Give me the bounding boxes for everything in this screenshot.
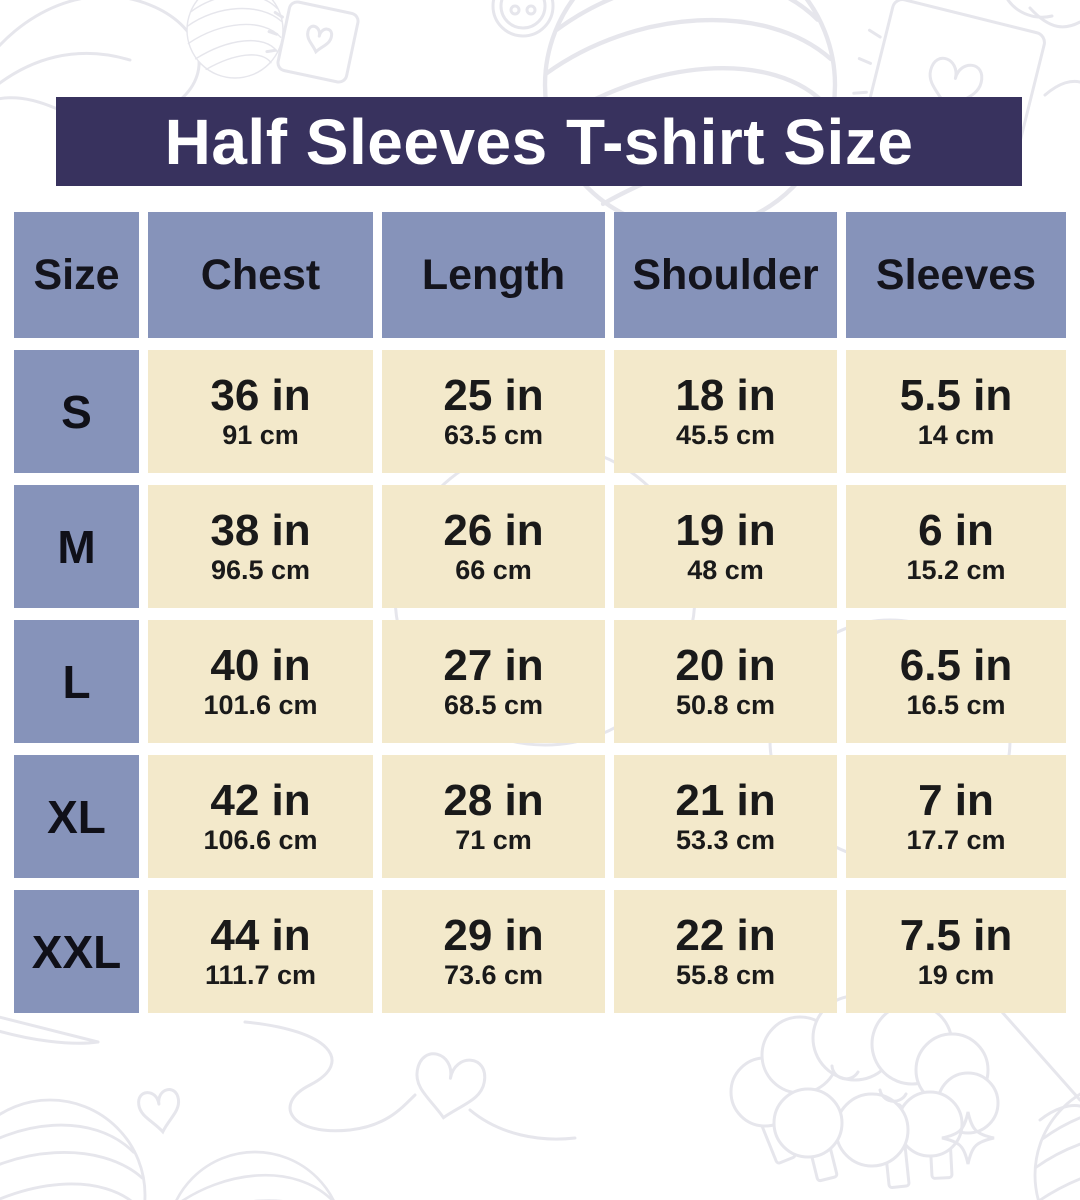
in-value: 6 in <box>918 505 994 555</box>
in-value: 44 in <box>210 910 311 960</box>
cm-value: 48 cm <box>687 555 764 586</box>
in-value: 42 in <box>210 775 311 825</box>
cell-s-shoulder: 18 in 45.5 cm <box>614 350 837 473</box>
corner-curves-doodle <box>1000 1010 1080 1122</box>
cm-value: 19 cm <box>917 960 995 991</box>
column-header-size: Size <box>14 212 139 338</box>
cell-xxl-shoulder: 22 in 55.8 cm <box>614 890 837 1013</box>
in-value: 7 in <box>918 775 994 825</box>
in-value: 27 in <box>443 640 544 690</box>
cm-value: 16.5 cm <box>906 690 1006 721</box>
cm-value: 73.6 cm <box>443 960 544 991</box>
row-label-xl: XL <box>14 755 139 878</box>
column-header-chest: Chest <box>148 212 373 338</box>
yarn-ball-doodle <box>165 1150 345 1200</box>
row-label-s: S <box>14 350 139 473</box>
cell-l-chest: 40 in 101.6 cm <box>148 620 373 743</box>
cm-value: 111.7 cm <box>204 960 317 991</box>
cm-value: 63.5 cm <box>443 420 544 451</box>
cell-m-sleeves: 6 in 15.2 cm <box>846 485 1066 608</box>
yarn-ball-doodle <box>1033 1078 1080 1200</box>
cell-l-length: 27 in 68.5 cm <box>382 620 605 743</box>
cell-xl-shoulder: 21 in 53.3 cm <box>614 755 837 878</box>
in-value: 22 in <box>675 910 776 960</box>
in-value: 29 in <box>443 910 544 960</box>
row-label-xxl: XXL <box>14 890 139 1013</box>
cm-value: 17.7 cm <box>906 825 1006 856</box>
size-table: Size Chest Length Shoulder Sleeves S 36 … <box>14 212 1066 1013</box>
cm-value: 91 cm <box>222 420 299 451</box>
title-banner: Half Sleeves T-shirt Size <box>56 97 1022 186</box>
cm-value: 14 cm <box>917 420 995 451</box>
in-value: 36 in <box>210 370 311 420</box>
cell-m-length: 26 in 66 cm <box>382 485 605 608</box>
cell-s-chest: 36 in 91 cm <box>148 350 373 473</box>
in-value: 25 in <box>443 370 544 420</box>
corner-curves-doodle <box>1006 0 1080 97</box>
cell-s-length: 25 in 63.5 cm <box>382 350 605 473</box>
heart-doodle <box>137 1088 180 1135</box>
cm-value: 66 cm <box>455 555 532 586</box>
cell-xxl-length: 29 in 73.6 cm <box>382 890 605 1013</box>
cell-l-sleeves: 6.5 in 16.5 cm <box>846 620 1066 743</box>
in-value: 21 in <box>675 775 776 825</box>
cm-value: 68.5 cm <box>443 690 544 721</box>
cm-value: 50.8 cm <box>675 690 776 721</box>
column-header-sleeves: Sleeves <box>846 212 1066 338</box>
row-label-l: L <box>14 620 139 743</box>
column-header-length: Length <box>382 212 605 338</box>
cell-xl-sleeves: 7 in 17.7 cm <box>846 755 1066 878</box>
cm-value: 15.2 cm <box>906 555 1006 586</box>
in-value: 6.5 in <box>899 640 1013 690</box>
needle-lines-doodle <box>0 1015 100 1045</box>
button-doodle <box>491 0 555 38</box>
cell-l-shoulder: 20 in 50.8 cm <box>614 620 837 743</box>
in-value: 28 in <box>443 775 544 825</box>
cell-xxl-sleeves: 7.5 in 19 cm <box>846 890 1066 1013</box>
cell-s-sleeves: 5.5 in 14 cm <box>846 350 1066 473</box>
in-value: 18 in <box>675 370 776 420</box>
croissant-yarn-doodle <box>0 0 201 122</box>
in-value: 38 in <box>210 505 311 555</box>
in-value: 20 in <box>675 640 776 690</box>
cm-value: 71 cm <box>455 825 532 856</box>
cm-value: 96.5 cm <box>210 555 311 586</box>
sheep-doodle <box>729 994 1000 1190</box>
cell-xl-chest: 42 in 106.6 cm <box>148 755 373 878</box>
in-value: 7.5 in <box>899 910 1013 960</box>
cm-value: 101.6 cm <box>203 690 318 721</box>
page-title: Half Sleeves T-shirt Size <box>164 105 914 178</box>
cell-xxl-chest: 44 in 111.7 cm <box>148 890 373 1013</box>
yarn-ball-doodle <box>0 1098 147 1200</box>
cell-m-shoulder: 19 in 48 cm <box>614 485 837 608</box>
cm-value: 45.5 cm <box>675 420 776 451</box>
row-label-m: M <box>14 485 139 608</box>
cell-m-chest: 38 in 96.5 cm <box>148 485 373 608</box>
cm-value: 53.3 cm <box>675 825 776 856</box>
in-value: 26 in <box>443 505 544 555</box>
cm-value: 55.8 cm <box>675 960 776 991</box>
cell-xl-length: 28 in 71 cm <box>382 755 605 878</box>
column-header-shoulder: Shoulder <box>614 212 837 338</box>
yarn-ball-doodle <box>186 0 284 79</box>
in-value: 19 in <box>675 505 776 555</box>
sparkle-doodle <box>941 1111 995 1165</box>
in-value: 5.5 in <box>899 370 1013 420</box>
in-value: 40 in <box>210 640 311 690</box>
yarn-tag-doodle <box>265 0 360 84</box>
yarn-thread-doodle <box>243 1020 577 1141</box>
cm-value: 106.6 cm <box>203 825 318 856</box>
